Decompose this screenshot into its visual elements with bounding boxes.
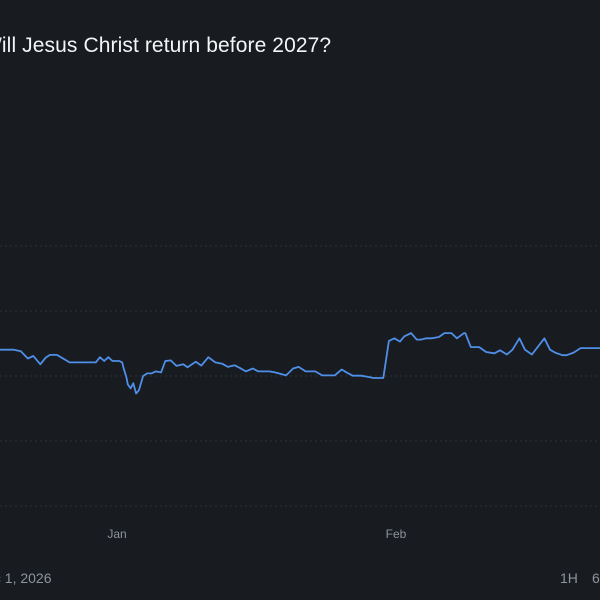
- x-tick-label-jan: Jan: [107, 527, 126, 541]
- price-series-line: [0, 332, 600, 395]
- range-option-6h[interactable]: 6H: [592, 570, 600, 586]
- x-tick-label-feb: Feb: [386, 527, 407, 541]
- chart-x-ticks: Jan Feb: [107, 527, 406, 541]
- chart-date-label: Dec 1, 2026: [0, 570, 52, 586]
- range-option-1h[interactable]: 1H: [560, 570, 578, 586]
- chart-gridlines: [0, 245, 600, 507]
- market-title: Will Jesus Christ return before 2027?: [0, 34, 332, 57]
